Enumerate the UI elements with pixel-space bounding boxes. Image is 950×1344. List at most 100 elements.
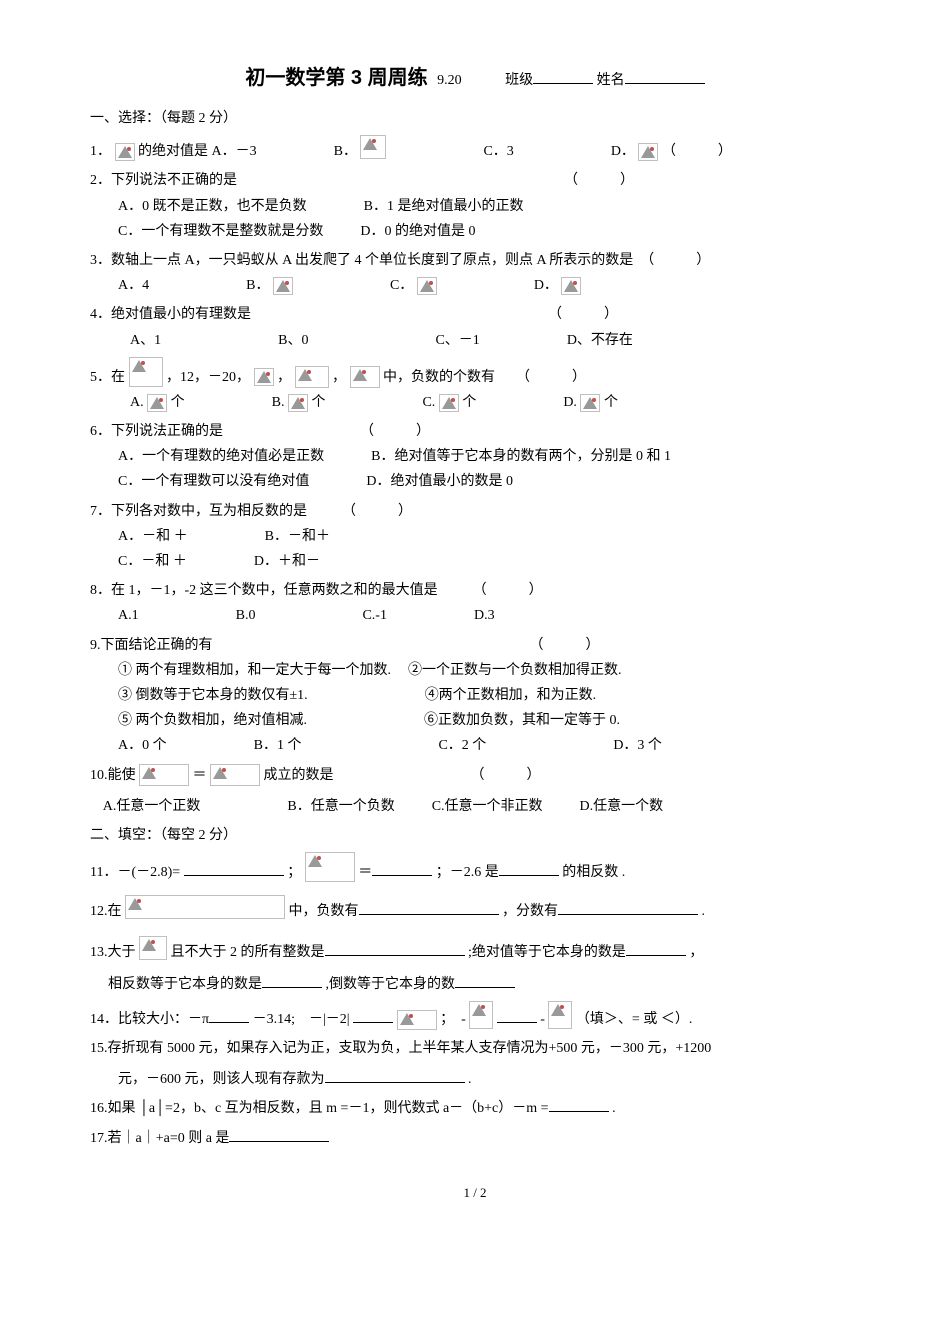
q7-stem: 7．下列各对数中，互为相反数的是 （ ）	[90, 504, 412, 519]
q8-d: D.3	[474, 608, 495, 623]
section1: 一、选择：（每题 2 分）	[90, 106, 860, 131]
math-placeholder-icon	[129, 357, 163, 387]
q9-l2b: ④两个正数相加，和为正数.	[425, 688, 597, 703]
blank[interactable]	[372, 861, 432, 876]
q5-oa2: 个	[171, 395, 185, 410]
q4-d: D、不存在	[567, 333, 633, 348]
name-blank[interactable]	[625, 69, 705, 84]
q9-paren: （ ）	[530, 638, 600, 653]
header: 初一数学第 3 周周练 9.20 班级 姓名	[90, 60, 860, 96]
q15-c: .	[468, 1072, 472, 1087]
q4-c: C、－1	[435, 333, 479, 348]
q16-b: .	[612, 1101, 616, 1116]
q3-b: B．	[246, 278, 269, 293]
q6-opts2: C．一个有理数可以没有绝对值 D．绝对值最小的数是 0	[90, 469, 860, 494]
q2-opts1: A．0 既不是正数，也不是负数 B．1 是绝对值最小的正数	[90, 194, 860, 219]
q9-stem: 9.下面结论正确的有	[90, 638, 213, 653]
blank[interactable]	[325, 941, 465, 956]
blank[interactable]	[184, 861, 284, 876]
math-placeholder-icon	[210, 764, 260, 786]
q5-a3: ，	[277, 370, 291, 385]
q10-oa: A.任意一个正数	[103, 799, 201, 814]
math-placeholder-icon	[125, 895, 285, 919]
q4: 4．绝对值最小的有理数是 （ ）	[90, 302, 860, 327]
q10-a: 10.能使	[90, 768, 136, 783]
math-placeholder-icon	[580, 394, 600, 412]
q1-optB: B．	[334, 144, 357, 159]
q5-a2: ，12，－20，	[166, 370, 250, 385]
blank[interactable]	[359, 900, 499, 915]
q13-f: ,倒数等于它本身的数	[326, 977, 456, 992]
q2-stem: 2．下列说法不正确的是	[90, 173, 237, 188]
q14-b: －3.14; －|－2|	[253, 1012, 354, 1027]
q12-c: ，分数有	[502, 904, 558, 919]
q8: 8．在 1，－1，-2 这三个数中，任意两数之和的最大值是 （ ）	[90, 578, 860, 603]
q2-d: D．0 的绝对值是 0	[360, 224, 475, 239]
blank[interactable]	[229, 1127, 329, 1142]
q9-a: A．0 个	[118, 738, 167, 753]
math-placeholder-icon	[139, 936, 167, 960]
q5-a1: 5．在	[90, 370, 125, 385]
q9-l1a: ① 两个有理数相加，和一定大于每一个加数.	[118, 663, 391, 678]
blank[interactable]	[499, 861, 559, 876]
q14-e: （填＞、= 或 ＜）.	[576, 1012, 692, 1027]
class-label: 班级	[505, 73, 533, 88]
math-placeholder-icon	[288, 394, 308, 412]
class-blank[interactable]	[533, 69, 593, 84]
q8-stem: 8．在 1，－1，-2 这三个数中，任意两数之和的最大值是 （ ）	[90, 583, 543, 598]
q2-c: C．一个有理数不是整数就是分数	[118, 224, 323, 239]
q1-stem-a: 1．	[90, 144, 111, 159]
q6-c: C．一个有理数可以没有绝对值	[118, 474, 309, 489]
q5-a5: 中，负数的个数有 （ ）	[383, 370, 586, 385]
q5: 5．在 ，12，－20， ， ， 中，负数的个数有 （ ）	[90, 357, 860, 390]
q7-opts1: A．－和 ＋ B．－和＋	[90, 524, 860, 549]
q9: 9.下面结论正确的有 （ ）	[90, 633, 860, 658]
q10: 10.能使 ＝ 成立的数是 （ ）	[90, 763, 860, 788]
q13-b: 且不大于 2 的所有整数是	[171, 945, 325, 960]
q10-ob: B．任意一个负数	[287, 799, 394, 814]
q12-d: .	[702, 904, 706, 919]
blank[interactable]	[353, 1008, 393, 1023]
q6-stem: 6．下列说法正确的是	[90, 424, 223, 439]
q9-l3a: ⑤ 两个负数相加，绝对值相减.	[118, 713, 307, 728]
q4-a: A、1	[130, 333, 161, 348]
blank[interactable]	[549, 1097, 609, 1112]
math-placeholder-icon	[350, 366, 380, 388]
q6-b: B．绝对值等于它本身的数有两个，分别是 0 和 1	[371, 449, 671, 464]
q3-d: D．	[534, 278, 558, 293]
q9-l2a: ③ 倒数等于它本身的数仅有±1.	[118, 688, 308, 703]
q4-stem: 4．绝对值最小的有理数是	[90, 307, 251, 322]
math-placeholder-icon	[273, 277, 293, 295]
q7-opts2: C．－和 ＋ D．＋和－	[90, 549, 860, 574]
q11-e: 的相反数 .	[562, 865, 625, 880]
blank[interactable]	[262, 973, 322, 988]
q3-stem: 3．数轴上一点 A，一只蚂蚁从 A 出发爬了 4 个单位长度到了原点，则点 A …	[90, 253, 710, 268]
q9-l1b: ②一个正数与一个负数相加得正数.	[408, 663, 622, 678]
main-title: 初一数学第 3 周周练	[245, 67, 427, 89]
q1: 1． 的绝对值是 A．－3 B． C．3 D． （ ）	[90, 135, 860, 164]
q12-a: 12.在	[90, 904, 122, 919]
q9-d: D．3 个	[613, 738, 662, 753]
blank[interactable]	[455, 973, 515, 988]
q7-d: D．＋和－	[254, 554, 320, 569]
math-placeholder-icon	[469, 1001, 493, 1029]
math-placeholder-icon	[139, 764, 189, 786]
q10-opts: A.任意一个正数 B．任意一个负数 C.任意一个非正数 D.任意一个数	[90, 794, 860, 819]
q11-c: ＝	[358, 865, 372, 880]
blank[interactable]	[497, 1008, 537, 1023]
q13-line2: 相反数等于它本身的数是 ,倒数等于它本身的数	[90, 972, 860, 997]
q3-c: C．	[390, 278, 413, 293]
blank[interactable]	[209, 1008, 249, 1023]
blank[interactable]	[626, 941, 686, 956]
q4-b: B、0	[278, 333, 308, 348]
q5-oc: C.	[422, 395, 435, 410]
q9-l1: ① 两个有理数相加，和一定大于每一个加数. ②一个正数与一个负数相加得正数.	[90, 658, 860, 683]
q5-ob2: 个	[311, 395, 325, 410]
blank[interactable]	[558, 900, 698, 915]
math-placeholder-icon	[397, 1010, 437, 1030]
math-placeholder-icon	[638, 143, 658, 161]
q13-d: ，	[689, 945, 703, 960]
q10-paren: （ ）	[471, 768, 541, 783]
q11-d: ；－2.6 是	[436, 865, 499, 880]
blank[interactable]	[325, 1068, 465, 1083]
